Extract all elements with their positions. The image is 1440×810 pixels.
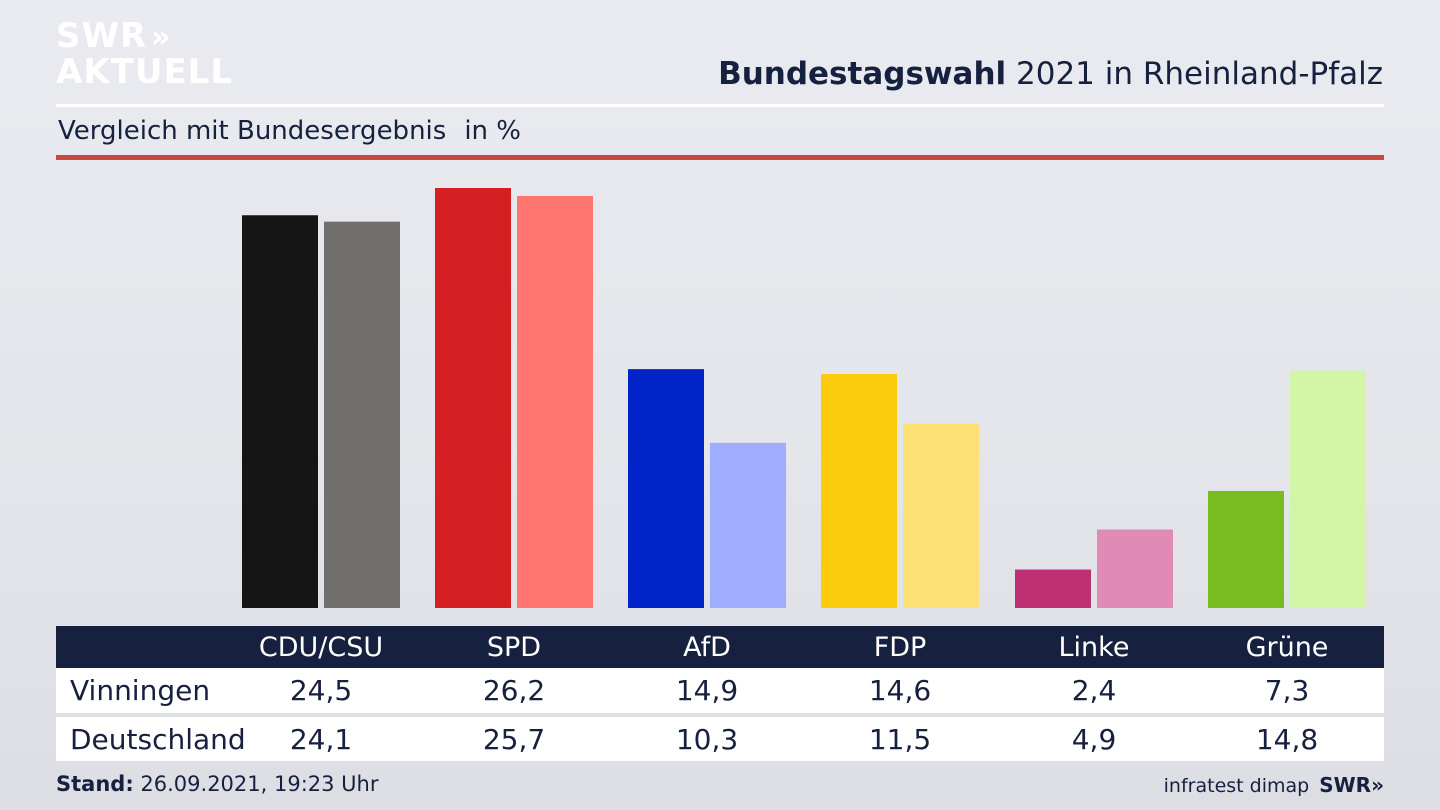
unit-label: in % bbox=[464, 116, 521, 146]
chart-subtitle: Vergleich mit Bundesergebnis in % bbox=[58, 116, 521, 146]
table-cell: 2,4 bbox=[1071, 674, 1117, 707]
bar-afd-vinningen bbox=[628, 369, 704, 608]
table-row-vinningen: Vinningen 24,5 26,2 14,9 14,6 2,4 7,3 bbox=[56, 668, 1384, 713]
swr-aktuell-logo: SWR» AKTUELL bbox=[56, 18, 233, 90]
table-cell: 26,2 bbox=[482, 674, 546, 707]
bar-linke-deutschland bbox=[1097, 529, 1173, 608]
column-header: Linke bbox=[1058, 631, 1130, 663]
column-header: FDP bbox=[873, 631, 927, 663]
title-divider bbox=[56, 104, 1384, 107]
row-label: Deutschland bbox=[70, 722, 246, 756]
page-title: Bundestagswahl 2021 in Rheinland-Pfalz bbox=[718, 56, 1383, 92]
row-label: Vinningen bbox=[70, 674, 211, 707]
table-header-row: CDU/CSU SPD AfD FDP Linke Grüne bbox=[56, 626, 1384, 668]
accent-divider bbox=[56, 155, 1384, 160]
bar-cdu-csu-deutschland bbox=[324, 221, 400, 608]
column-header: AfD bbox=[683, 631, 731, 663]
table-cell: 14,6 bbox=[868, 674, 932, 707]
bar-spd-deutschland bbox=[517, 196, 593, 609]
logo-swr-text: SWR bbox=[56, 16, 148, 56]
title-rest: 2021 in Rheinland-Pfalz bbox=[1006, 56, 1383, 92]
title-bold: Bundestagswahl bbox=[718, 56, 1007, 92]
logo-aktuell-text: AKTUELL bbox=[56, 52, 234, 92]
bar-spd-vinningen bbox=[435, 188, 511, 608]
subtitle-text: Vergleich mit Bundesergebnis bbox=[58, 116, 447, 146]
table-cell: 24,5 bbox=[289, 674, 353, 707]
table-cell: 10,3 bbox=[675, 722, 739, 756]
swr-brand-logo: SWR» bbox=[1319, 773, 1384, 797]
table-cell: 14,8 bbox=[1255, 722, 1319, 756]
results-table: CDU/CSU SPD AfD FDP Linke Grüne Vinningen 24,… bbox=[56, 626, 1384, 761]
table-cell: 24,1 bbox=[289, 722, 353, 756]
bar-gr-ne-vinningen bbox=[1208, 490, 1284, 608]
stand-label: Stand: bbox=[56, 772, 134, 796]
column-header: Grüne bbox=[1245, 631, 1329, 663]
bar-group bbox=[242, 188, 1366, 609]
table-cell: 11,5 bbox=[868, 722, 932, 756]
bar-gr-ne-deutschland bbox=[1290, 370, 1366, 608]
column-header: CDU/CSU bbox=[258, 631, 384, 663]
table-row-deutschland: Deutschland 24,1 25,7 10,3 11,5 4,9 14,8 bbox=[56, 717, 1384, 761]
table-cell: 7,3 bbox=[1264, 674, 1310, 707]
bar-fdp-vinningen bbox=[821, 373, 897, 608]
bar-linke-vinningen bbox=[1015, 569, 1091, 608]
column-header: SPD bbox=[486, 631, 542, 663]
table-cell: 4,9 bbox=[1071, 722, 1117, 756]
table-cell: 14,9 bbox=[675, 674, 739, 707]
timestamp: Stand: 26.09.2021, 19:23 Uhr bbox=[56, 772, 379, 796]
bar-fdp-deutschland bbox=[903, 423, 979, 608]
source-credit: infratest dimap SWR» bbox=[1164, 773, 1384, 797]
stand-value: 26.09.2021, 19:23 Uhr bbox=[133, 772, 379, 796]
logo-chevrons: » bbox=[151, 20, 172, 55]
bar-cdu-csu-vinningen bbox=[242, 215, 318, 609]
table-cell: 25,7 bbox=[482, 722, 546, 756]
source-text: infratest dimap bbox=[1163, 775, 1310, 797]
bar-afd-deutschland bbox=[710, 442, 786, 608]
